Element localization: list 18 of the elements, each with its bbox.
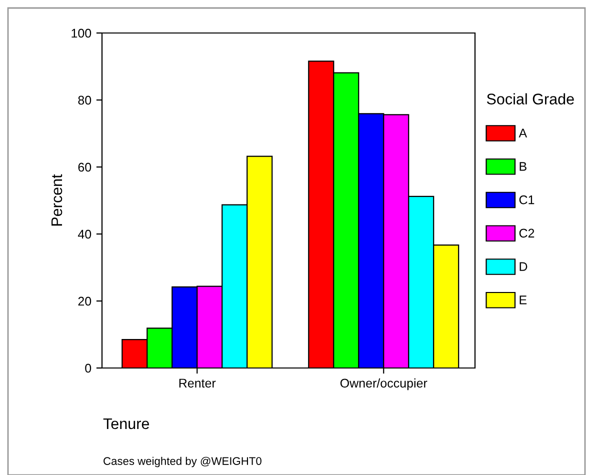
- y-tick-label: 0: [85, 364, 92, 373]
- y-tick-label: 20: [78, 296, 92, 306]
- legend-label: A: [518, 128, 528, 138]
- x-tick-label: Owner/occupier: [340, 378, 428, 390]
- legend-label: D: [520, 262, 528, 271]
- legend-label: B: [520, 162, 526, 171]
- y-tick-label: 100: [72, 28, 92, 38]
- y-tick-label: 60: [78, 162, 92, 172]
- x-tick-label: Renter: [179, 378, 216, 388]
- legend-label: C2: [519, 228, 534, 238]
- legend-label: E: [520, 296, 527, 304]
- legend-title: Social Grade: [486, 93, 574, 104]
- legend-label: C1: [519, 195, 534, 204]
- text: Cases weighted by @WEIGHT0: [104, 456, 262, 468]
- x-axis-title: Tenure: [103, 418, 150, 430]
- y-tick-label: 80: [78, 96, 92, 105]
- y-axis-title: Percent: [51, 174, 62, 226]
- y-tick-label: 40: [78, 230, 92, 239]
